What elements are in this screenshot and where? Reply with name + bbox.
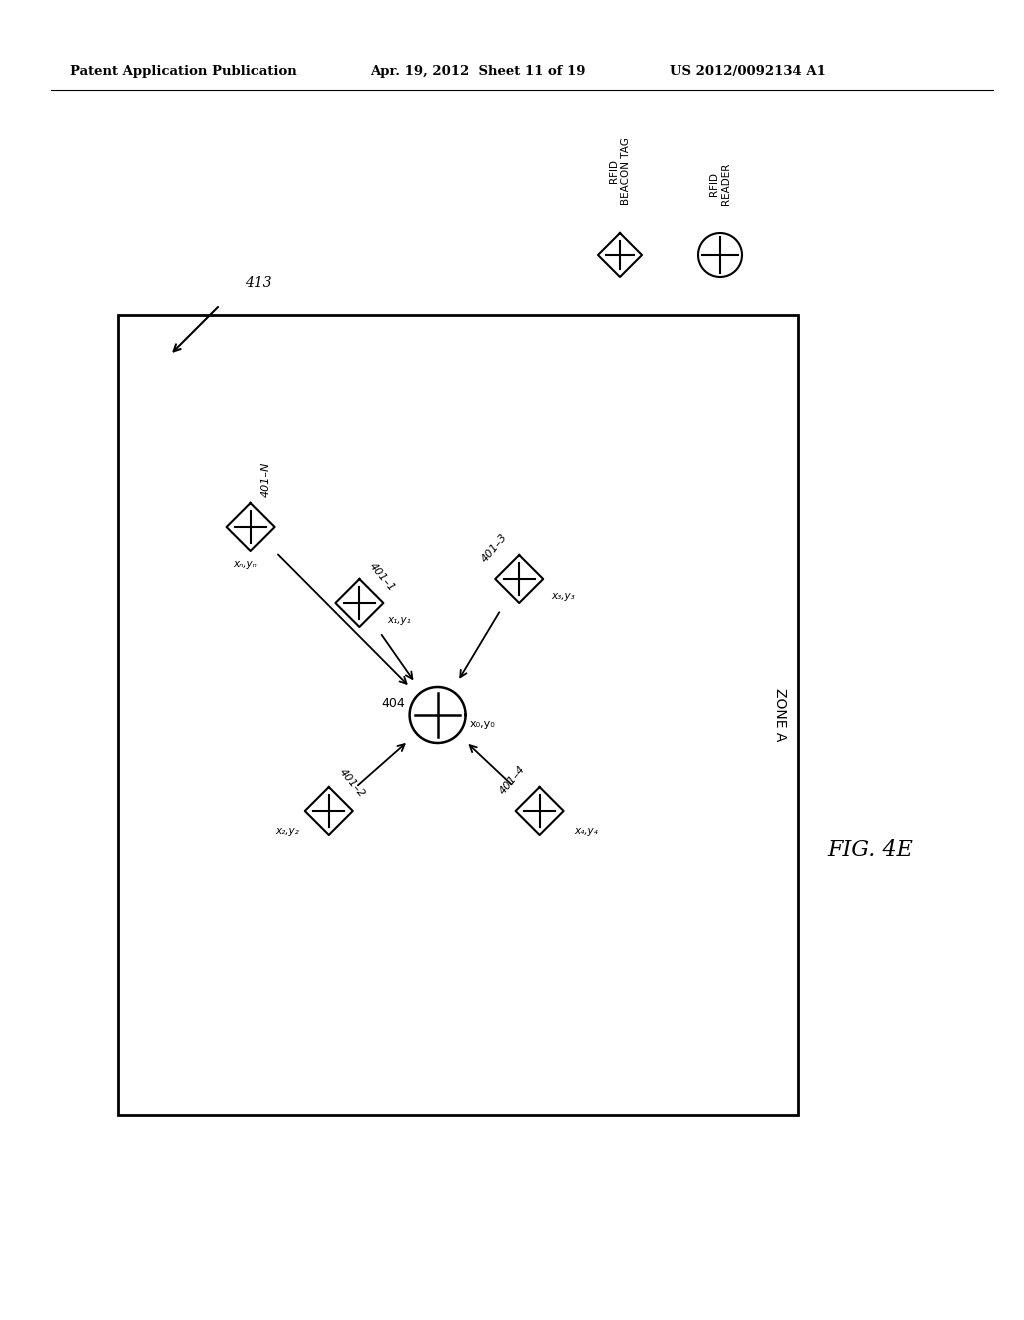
Text: RFID
READER: RFID READER <box>710 162 731 205</box>
Text: x₂,y₂: x₂,y₂ <box>275 826 299 836</box>
Text: x₀,y₀: x₀,y₀ <box>470 719 496 729</box>
Text: 401–4: 401–4 <box>498 763 527 796</box>
Text: Apr. 19, 2012  Sheet 11 of 19: Apr. 19, 2012 Sheet 11 of 19 <box>370 66 586 78</box>
Text: 401–1: 401–1 <box>368 561 397 593</box>
Text: FIG. 4E: FIG. 4E <box>827 840 913 861</box>
Text: x₄,y₄: x₄,y₄ <box>574 826 598 836</box>
Text: 401–N: 401–N <box>260 462 270 498</box>
Text: Patent Application Publication: Patent Application Publication <box>70 66 297 78</box>
Text: US 2012/0092134 A1: US 2012/0092134 A1 <box>670 66 826 78</box>
Text: RFID
BEACON TAG: RFID BEACON TAG <box>609 137 631 205</box>
Bar <box>118 315 798 1115</box>
Text: ZONE A: ZONE A <box>773 688 787 742</box>
Text: 404: 404 <box>382 697 406 710</box>
Text: x₃,y₃: x₃,y₃ <box>551 591 574 601</box>
Text: 401–3: 401–3 <box>479 532 509 564</box>
Text: x₁,y₁: x₁,y₁ <box>387 615 412 624</box>
Text: 401–2: 401–2 <box>337 767 367 799</box>
Text: xₙ,yₙ: xₙ,yₙ <box>233 558 257 569</box>
Text: 413: 413 <box>245 276 271 290</box>
